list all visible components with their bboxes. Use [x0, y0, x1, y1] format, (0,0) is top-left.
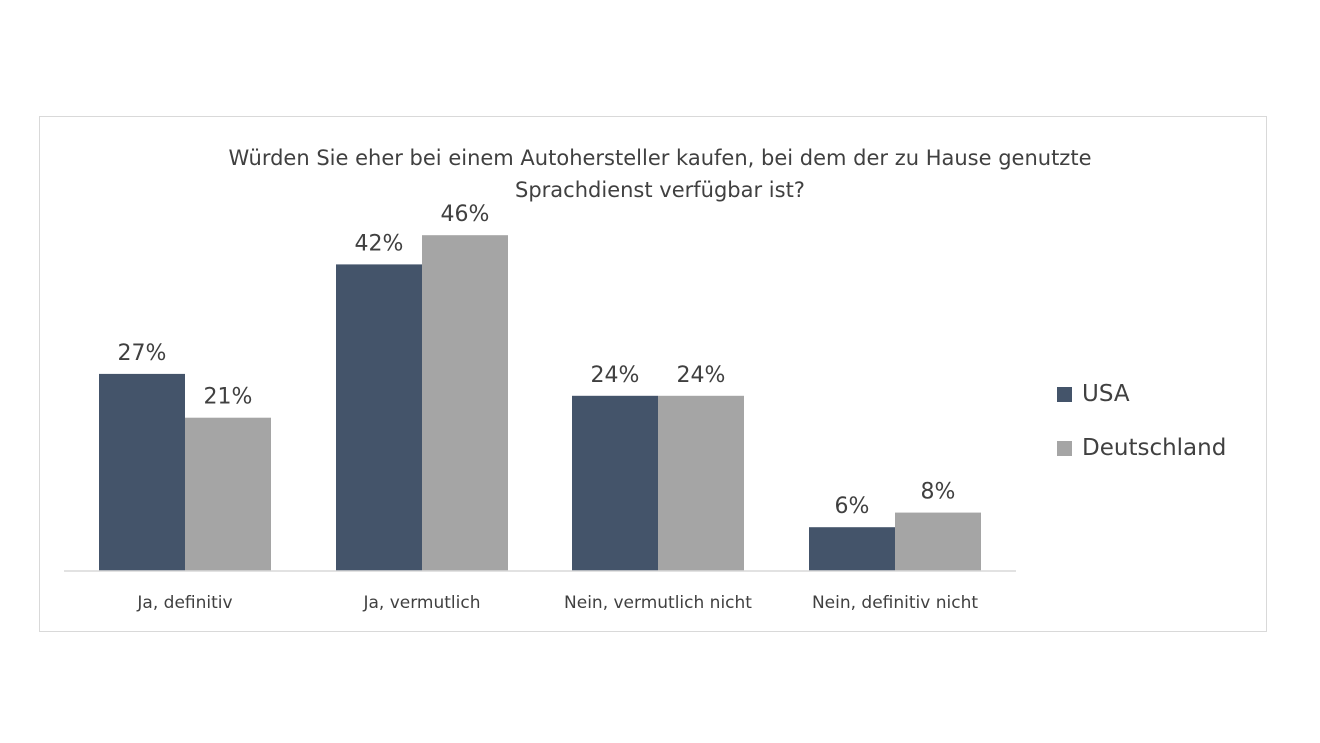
legend-label-usa: USA: [1082, 381, 1130, 407]
legend-swatch-deutschland: [1057, 440, 1072, 456]
data-label-usa-nein-vermutlich-nicht: 24%: [591, 363, 640, 388]
bar-deutschland-ja-vermutlich: [422, 235, 508, 571]
chart-title-line-1: Würden Sie eher bei einem Autohersteller…: [228, 146, 1092, 170]
data-label-deutschland-nein-vermutlich-nicht: 24%: [677, 363, 726, 388]
chart-title-line-2: Sprachdienst verfügbar ist?: [515, 178, 805, 202]
bar-usa-ja-vermutlich: [336, 264, 422, 571]
bar-usa-nein-vermutlich-nicht: [572, 395, 658, 571]
legend-swatch-usa: [1057, 386, 1072, 402]
bars-layer: [99, 235, 981, 571]
category-label-ja-definitiv: Ja, definitiv: [136, 593, 232, 613]
bar-usa-nein-definitiv-nicht: [809, 527, 895, 571]
legend-item-deutschland: Deutschland: [1057, 428, 1226, 468]
category-label-nein-definitiv-nicht: Nein, definitiv nicht: [812, 593, 978, 613]
data-label-usa-nein-definitiv-nicht: 6%: [835, 494, 870, 519]
category-label-nein-vermutlich-nicht: Nein, vermutlich nicht: [564, 593, 752, 613]
data-label-deutschland-nein-definitiv-nicht: 8%: [921, 480, 956, 505]
labels-layer: 27% 21% Ja, definitiv 42% 46% Ja, vermutlich 2…: [118, 202, 979, 613]
data-label-usa-ja-vermutlich: 42%: [355, 231, 404, 256]
legend: USA Deutschland: [1057, 374, 1226, 482]
bar-deutschland-nein-vermutlich-nicht: [658, 395, 744, 571]
data-label-usa-ja-definitiv: 27%: [118, 341, 167, 366]
bar-deutschland-ja-definitiv: [185, 417, 271, 571]
data-label-deutschland-ja-vermutlich: 46%: [441, 202, 490, 227]
chart-title: Würden Sie eher bei einem Autohersteller…: [110, 142, 1210, 206]
data-label-deutschland-ja-definitiv: 21%: [204, 385, 253, 410]
category-label-ja-vermutlich: Ja, vermutlich: [362, 593, 480, 613]
legend-label-deutschland: Deutschland: [1082, 435, 1227, 461]
bar-usa-ja-definitiv: [99, 373, 185, 571]
legend-item-usa: USA: [1057, 374, 1226, 414]
bar-deutschland-nein-definitiv-nicht: [895, 512, 981, 571]
